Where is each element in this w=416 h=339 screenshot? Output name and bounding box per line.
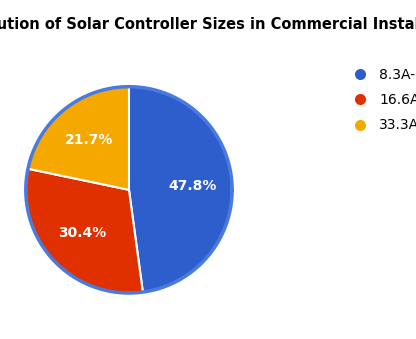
Text: Distribution of Solar Controller Sizes in Commercial Installations: Distribution of Solar Controller Sizes i… [0, 17, 416, 32]
Wedge shape [26, 169, 143, 293]
Text: 21.7%: 21.7% [64, 133, 113, 147]
Wedge shape [129, 87, 232, 292]
Text: 47.8%: 47.8% [168, 179, 217, 193]
Wedge shape [28, 87, 129, 190]
Legend: 8.3A-16.6A, 16.6A-33.3A, 33.3A-50A: 8.3A-16.6A, 16.6A-33.3A, 33.3A-50A [341, 63, 416, 138]
Text: 30.4%: 30.4% [58, 226, 106, 240]
